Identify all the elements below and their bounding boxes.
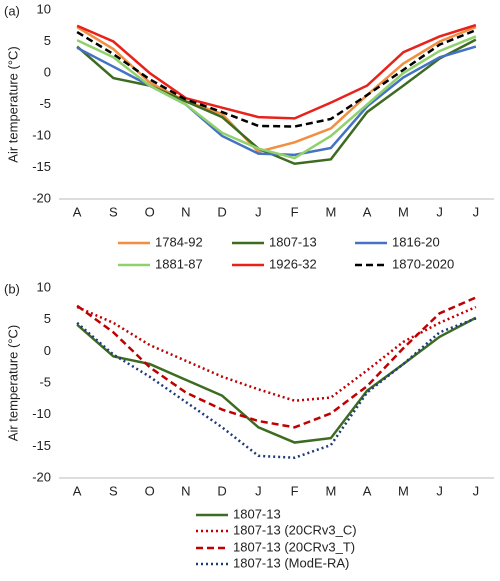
- y-tick-label: -20: [32, 469, 51, 484]
- y-tick-label: 5: [44, 33, 51, 48]
- series-line: [76, 23, 477, 120]
- y-tick-label: -15: [32, 159, 51, 174]
- x-tick-label: A: [363, 483, 372, 498]
- y-tick-label: 10: [37, 1, 51, 16]
- x-tick-label: N: [181, 483, 190, 498]
- panel-label: (a): [4, 3, 20, 18]
- series-line: [76, 28, 477, 128]
- y-tick-label: -5: [39, 96, 51, 111]
- x-tick-label: O: [145, 204, 155, 219]
- x-tick-label: A: [363, 204, 372, 219]
- x-tick-label: S: [109, 204, 118, 219]
- y-tick-label: -5: [39, 374, 51, 389]
- series-line: [76, 38, 477, 166]
- y-tick-label: 0: [44, 343, 51, 358]
- legend-label: 1870-2020: [392, 256, 454, 271]
- x-tick-label: D: [217, 204, 226, 219]
- x-tick-label: M: [398, 204, 409, 219]
- x-tick-label: A: [73, 483, 82, 498]
- legend-label: 1807-13 (20CRv3_T): [233, 539, 355, 554]
- x-tick-label: M: [398, 483, 409, 498]
- y-tick-label: -20: [32, 190, 51, 205]
- x-tick-label: S: [109, 483, 118, 498]
- legend-label: 1816-20: [392, 234, 440, 249]
- legend-label: 1807-13: [233, 506, 281, 521]
- y-tick-label: -15: [32, 438, 51, 453]
- y-axis-title: Air temperature (°C): [5, 46, 20, 162]
- series-line: [76, 317, 477, 459]
- legend-label: 1807-13 (ModE-RA): [233, 555, 349, 570]
- legend-label: 1807-13: [269, 234, 317, 249]
- y-axis-title: Air temperature (°C): [5, 325, 20, 441]
- series-line: [76, 296, 477, 429]
- series-line: [76, 25, 477, 154]
- x-tick-label: O: [145, 483, 155, 498]
- x-tick-label: J: [473, 204, 480, 219]
- x-tick-label: M: [325, 483, 336, 498]
- x-tick-label: D: [217, 483, 226, 498]
- x-tick-label: F: [291, 483, 299, 498]
- x-tick-label: J: [255, 204, 262, 219]
- x-tick-label: J: [436, 204, 443, 219]
- y-tick-label: 5: [44, 311, 51, 326]
- x-tick-label: A: [73, 204, 82, 219]
- legend-label: 1881-87: [155, 256, 203, 271]
- y-tick-label: 0: [44, 64, 51, 79]
- panel-label: (b): [4, 281, 20, 296]
- y-tick-label: -10: [32, 127, 51, 142]
- x-tick-label: J: [255, 483, 262, 498]
- x-tick-label: J: [473, 483, 480, 498]
- series-line: [76, 35, 477, 160]
- legend-label: 1784-92: [155, 234, 203, 249]
- y-tick-label: 10: [37, 279, 51, 294]
- legend-label: 1926-32: [269, 256, 317, 271]
- x-tick-label: F: [291, 204, 299, 219]
- legend-label: 1807-13 (20CRv3_C): [233, 522, 357, 537]
- x-tick-label: M: [325, 204, 336, 219]
- series-line: [76, 316, 477, 444]
- x-tick-label: J: [436, 483, 443, 498]
- x-tick-label: N: [181, 204, 190, 219]
- y-tick-label: -10: [32, 406, 51, 421]
